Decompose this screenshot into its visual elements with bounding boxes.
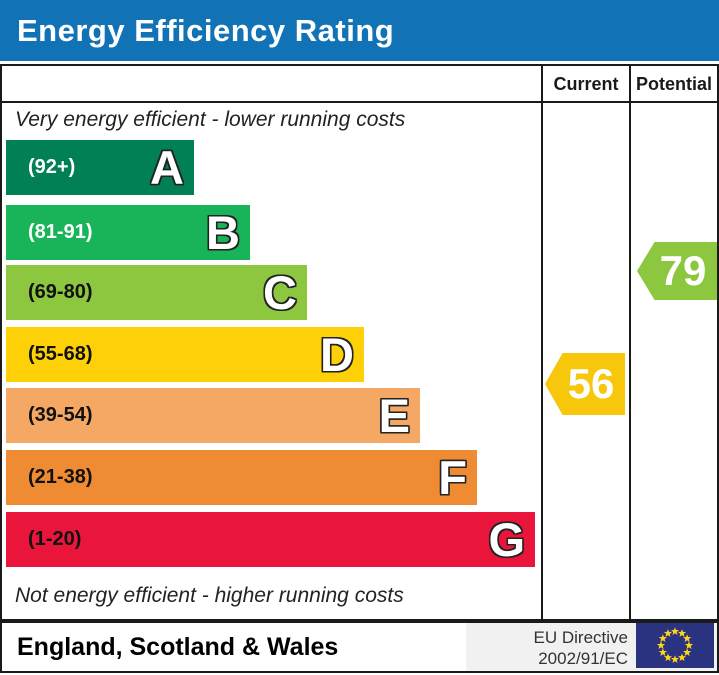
potential-rating-pointer: 79 (637, 242, 717, 300)
band-letter: A (150, 141, 184, 194)
current-column-divider (541, 64, 543, 621)
band-F: (21-38) F (6, 450, 477, 505)
band-E: (39-54) E (6, 388, 420, 443)
band-letter: D (320, 328, 354, 381)
band-B: (81-91) B (6, 205, 250, 260)
page-title: Energy Efficiency Rating (17, 12, 395, 48)
band-letter: F (438, 451, 467, 504)
potential-column-header: Potential (635, 73, 712, 94)
current-rating-pointer: 56 (545, 353, 625, 415)
eu-directive-label: EU Directive 2002/91/EC (478, 627, 628, 669)
caption-bottom: Not energy efficient - higher running co… (15, 584, 404, 607)
band-range-label: (1-20) (28, 528, 82, 550)
band-range-label: (81-91) (28, 221, 93, 243)
potential-column-divider (629, 64, 631, 621)
eu-flag-icon (636, 623, 714, 668)
band-A: (92+) A (6, 140, 194, 195)
potential-rating-value: 79 (659, 247, 707, 294)
band-D: (55-68) D (6, 327, 364, 382)
band-range-label: (39-54) (28, 404, 93, 426)
band-letter: E (378, 389, 410, 442)
band-range-label: (21-38) (28, 466, 93, 488)
band-letter: B (206, 206, 240, 259)
band-range-label: (55-68) (28, 343, 93, 365)
band-letter: G (488, 513, 525, 566)
current-column-header: Current (553, 73, 619, 94)
band-C: (69-80) C (6, 265, 307, 320)
band-range-label: (69-80) (28, 281, 93, 303)
caption-top: Very energy efficient - lower running co… (15, 108, 406, 131)
band-G: (1-20) G (6, 512, 535, 567)
band-range-label: (92+) (28, 156, 76, 178)
footer-region-label: England, Scotland & Wales (17, 632, 339, 661)
header-divider-line (0, 101, 719, 103)
eu-directive-line2: 2002/91/EC (538, 649, 628, 668)
title-bar: Energy Efficiency Rating (0, 0, 719, 61)
band-letter: C (263, 266, 297, 319)
eu-directive-line1: EU Directive (533, 628, 628, 647)
current-rating-value: 56 (567, 360, 615, 407)
